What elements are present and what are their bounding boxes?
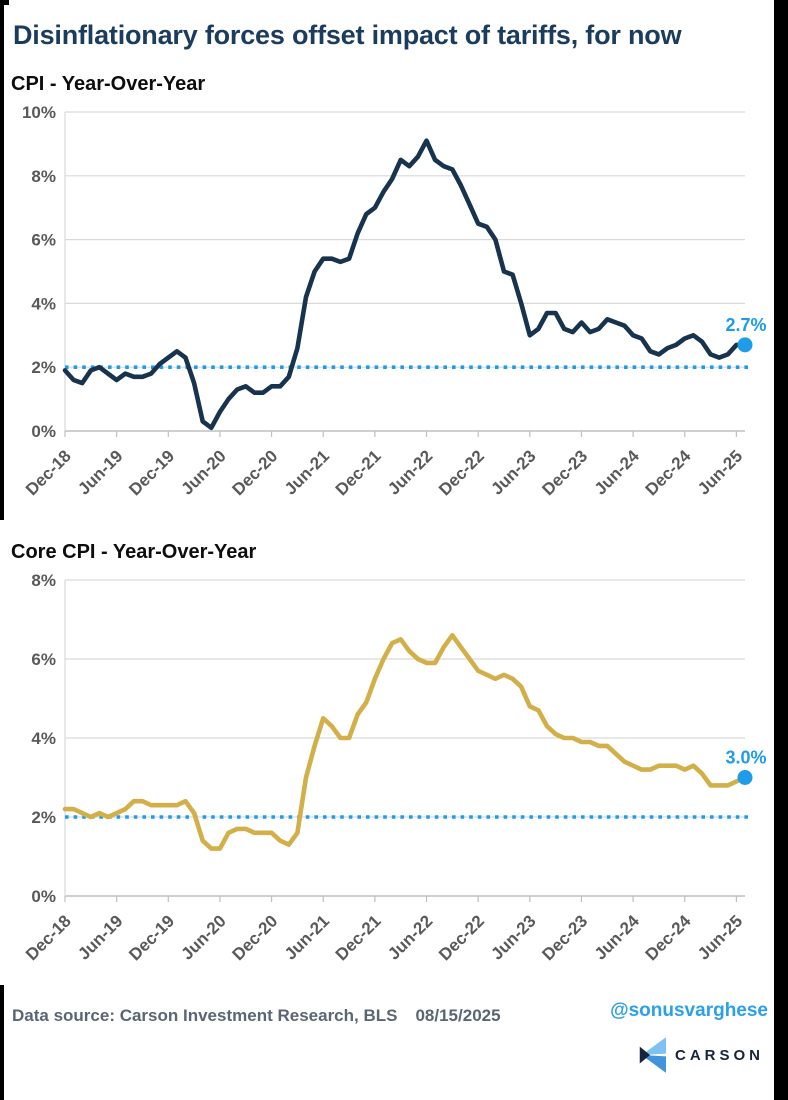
x-axis-tick-label: Jun-20 <box>178 911 230 963</box>
y-axis-tick-label: 8% <box>31 571 56 590</box>
x-axis-tick-label: Dec-24 <box>642 446 695 499</box>
y-axis-tick-label: 2% <box>31 358 56 377</box>
y-axis-tick-label: 2% <box>31 808 56 827</box>
top-left-black-nub <box>0 0 9 5</box>
y-axis-tick-label: 6% <box>31 231 56 250</box>
x-axis-tick-label: Dec-20 <box>229 446 282 499</box>
core-cpi-chart-title: Core CPI - Year-Over-Year <box>11 540 257 563</box>
left-black-border-bottom <box>0 985 4 1100</box>
data-source-label: Data source: Carson Investment Research,… <box>12 1006 398 1025</box>
x-axis-tick-label: Dec-21 <box>332 911 385 964</box>
y-axis-tick-label: 0% <box>31 887 56 906</box>
x-axis-tick-label: Dec-21 <box>332 446 385 499</box>
x-axis-tick-label: Jun-25 <box>694 911 746 963</box>
x-axis-tick-label: Jun-23 <box>487 446 539 498</box>
data-source-text: Data source: Carson Investment Research,… <box>12 1006 501 1026</box>
x-axis-tick-label: Dec-18 <box>22 446 75 499</box>
y-axis-tick-label: 4% <box>31 729 56 748</box>
latest-value-marker <box>737 337 753 353</box>
x-axis-tick-label: Jun-20 <box>178 446 230 498</box>
footer-date: 08/15/2025 <box>415 1006 501 1025</box>
x-axis-tick-label: Dec-24 <box>642 911 695 964</box>
x-axis-tick-label: Jun-19 <box>74 911 126 963</box>
x-axis-tick-label: Dec-20 <box>229 911 282 964</box>
x-axis-tick-label: Jun-25 <box>694 446 746 498</box>
x-axis-tick-label: Dec-23 <box>538 446 591 499</box>
x-axis-tick-label: Dec-18 <box>22 911 75 964</box>
y-axis-tick-label: 8% <box>31 167 56 186</box>
twitter-handle[interactable]: @sonusvarghese <box>610 1000 768 1021</box>
x-axis-tick-label: Dec-22 <box>435 911 488 964</box>
carson-logo-text: CARSON <box>674 1046 764 1064</box>
x-axis-tick-label: Jun-24 <box>591 446 644 499</box>
x-axis-tick-label: Jun-19 <box>74 446 126 498</box>
x-axis-tick-label: Jun-21 <box>281 446 333 498</box>
y-axis-tick-label: 0% <box>31 422 56 441</box>
x-axis-tick-label: Jun-22 <box>384 911 436 963</box>
y-axis-tick-label: 4% <box>31 294 56 313</box>
carson-logo: CARSON <box>636 1036 764 1074</box>
carson-logo-icon <box>639 1037 666 1073</box>
x-axis-tick-label: Dec-19 <box>125 911 178 964</box>
y-axis-tick-label: 6% <box>31 650 56 669</box>
x-axis-tick-label: Dec-23 <box>538 911 591 964</box>
right-black-border <box>774 0 788 1100</box>
x-axis-tick-label: Dec-19 <box>125 446 178 499</box>
core-cpi-year-over-year-line <box>62 633 748 851</box>
latest-value-label: 2.7% <box>725 315 766 335</box>
left-black-border-top <box>0 0 4 520</box>
latest-value-marker <box>737 770 753 785</box>
cpi-year-over-year-line <box>62 138 748 431</box>
x-axis-tick-label: Jun-21 <box>281 911 333 963</box>
latest-value-label: 3.0% <box>725 748 766 768</box>
x-axis-tick-label: Jun-22 <box>384 446 436 498</box>
y-axis-tick-label: 10% <box>22 103 56 122</box>
x-axis-tick-label: Jun-24 <box>591 911 644 964</box>
cpi-chart-title: CPI - Year-Over-Year <box>11 72 206 95</box>
page-title: Disinflationary forces offset impact of … <box>13 20 682 51</box>
x-axis-tick-label: Jun-23 <box>487 911 539 963</box>
x-axis-tick-label: Dec-22 <box>435 446 488 499</box>
